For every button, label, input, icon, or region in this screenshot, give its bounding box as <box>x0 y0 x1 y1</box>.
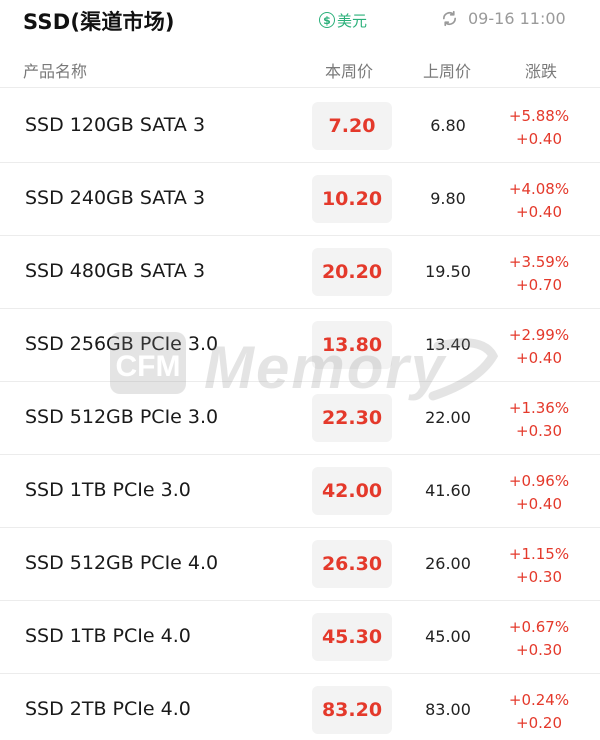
previous-price: 19.50 <box>425 262 471 281</box>
current-price: 20.20 <box>312 248 392 296</box>
current-price: 83.20 <box>312 686 392 734</box>
change-amount: +0.40 <box>516 203 562 221</box>
product-name: SSD 480GB SATA 3 <box>25 260 206 282</box>
product-name: SSD 512GB PCIe 4.0 <box>25 552 219 574</box>
price-change: +0.24% +0.20 <box>496 689 582 735</box>
current-price: 42.00 <box>312 467 392 515</box>
table-row[interactable]: SSD 512GB PCIe 3.0 22.30 22.00 +1.36% +0.… <box>0 382 600 455</box>
change-percent: +0.24% <box>508 691 570 709</box>
table-row[interactable]: SSD 1TB PCIe 4.0 45.30 45.00 +0.67% +0.30 <box>0 601 600 674</box>
price-change: +0.67% +0.30 <box>496 616 582 662</box>
price-change: +4.08% +0.40 <box>496 178 582 224</box>
change-percent: +1.15% <box>508 545 570 563</box>
previous-price: 9.80 <box>430 189 466 208</box>
column-header-name: 产品名称 <box>23 62 88 81</box>
previous-price: 26.00 <box>425 554 471 573</box>
table-row[interactable]: SSD 480GB SATA 3 20.20 19.50 +3.59% +0.70 <box>0 236 600 309</box>
change-amount: +0.30 <box>516 641 562 659</box>
previous-price: 83.00 <box>425 700 471 719</box>
price-change: +1.36% +0.30 <box>496 397 582 443</box>
table-row[interactable]: SSD 512GB PCIe 4.0 26.30 26.00 +1.15% +0.… <box>0 528 600 601</box>
change-amount: +0.30 <box>516 568 562 586</box>
previous-price: 6.80 <box>430 116 466 135</box>
price-change: +3.59% +0.70 <box>496 251 582 297</box>
dollar-circle-icon: $ <box>319 12 335 28</box>
table-row[interactable]: SSD 2TB PCIe 4.0 83.20 83.00 +0.24% +0.20 <box>0 674 600 740</box>
header: SSD(渠道市场) $ 美元 09-16 11:00 <box>0 0 600 40</box>
currency-label: 美元 <box>337 11 368 30</box>
change-amount: +0.70 <box>516 276 562 294</box>
column-header-current[interactable]: 本周价 <box>325 62 374 81</box>
product-name: SSD 256GB PCIe 3.0 <box>25 333 219 355</box>
table-row[interactable]: SSD 1TB PCIe 3.0 42.00 41.60 +0.96% +0.40 <box>0 455 600 528</box>
change-percent: +0.96% <box>508 472 570 490</box>
product-name: SSD 1TB PCIe 4.0 <box>25 625 191 647</box>
table-row[interactable]: SSD 120GB SATA 3 7.20 6.80 +5.88% +0.40 <box>0 90 600 163</box>
change-amount: +0.40 <box>516 349 562 367</box>
product-name: SSD 512GB PCIe 3.0 <box>25 406 219 428</box>
change-amount: +0.40 <box>516 130 562 148</box>
table-header: 产品名称 本周价 上周价 涨跌 <box>0 48 600 88</box>
change-percent: +4.08% <box>508 180 570 198</box>
price-change: +2.99% +0.40 <box>496 324 582 370</box>
refresh-icon <box>442 10 457 26</box>
current-price: 10.20 <box>312 175 392 223</box>
product-name: SSD 2TB PCIe 4.0 <box>25 698 191 720</box>
price-table: SSD 120GB SATA 3 7.20 6.80 +5.88% +0.40 S… <box>0 90 600 740</box>
current-price: 22.30 <box>312 394 392 442</box>
refresh-control[interactable]: 09-16 11:00 <box>441 7 566 29</box>
current-price: 13.80 <box>312 321 392 369</box>
previous-price: 45.00 <box>425 627 471 646</box>
change-percent: +1.36% <box>508 399 570 417</box>
page-title: SSD(渠道市场) <box>23 10 175 34</box>
change-amount: +0.20 <box>516 714 562 732</box>
product-name: SSD 240GB SATA 3 <box>25 187 206 209</box>
change-amount: +0.30 <box>516 422 562 440</box>
table-row[interactable]: SSD 240GB SATA 3 10.20 9.80 +4.08% +0.40 <box>0 163 600 236</box>
update-timestamp: 09-16 11:00 <box>468 8 566 28</box>
product-name: SSD 1TB PCIe 3.0 <box>25 479 191 501</box>
change-percent: +3.59% <box>508 253 570 271</box>
product-name: SSD 120GB SATA 3 <box>25 114 206 136</box>
current-price: 45.30 <box>312 613 392 661</box>
change-percent: +2.99% <box>508 326 570 344</box>
column-header-change[interactable]: 涨跌 <box>525 62 558 81</box>
change-percent: +0.67% <box>508 618 570 636</box>
current-price: 7.20 <box>312 102 392 150</box>
previous-price: 13.40 <box>425 335 471 354</box>
price-change: +0.96% +0.40 <box>496 470 582 516</box>
price-change: +5.88% +0.40 <box>496 105 582 151</box>
change-amount: +0.40 <box>516 495 562 513</box>
previous-price: 41.60 <box>425 481 471 500</box>
column-header-previous[interactable]: 上周价 <box>423 62 472 81</box>
previous-price: 22.00 <box>425 408 471 427</box>
price-change: +1.15% +0.30 <box>496 543 582 589</box>
change-percent: +5.88% <box>508 107 570 125</box>
currency-toggle[interactable]: $ 美元 <box>319 9 367 31</box>
table-row[interactable]: SSD 256GB PCIe 3.0 13.80 13.40 +2.99% +0.… <box>0 309 600 382</box>
current-price: 26.30 <box>312 540 392 588</box>
